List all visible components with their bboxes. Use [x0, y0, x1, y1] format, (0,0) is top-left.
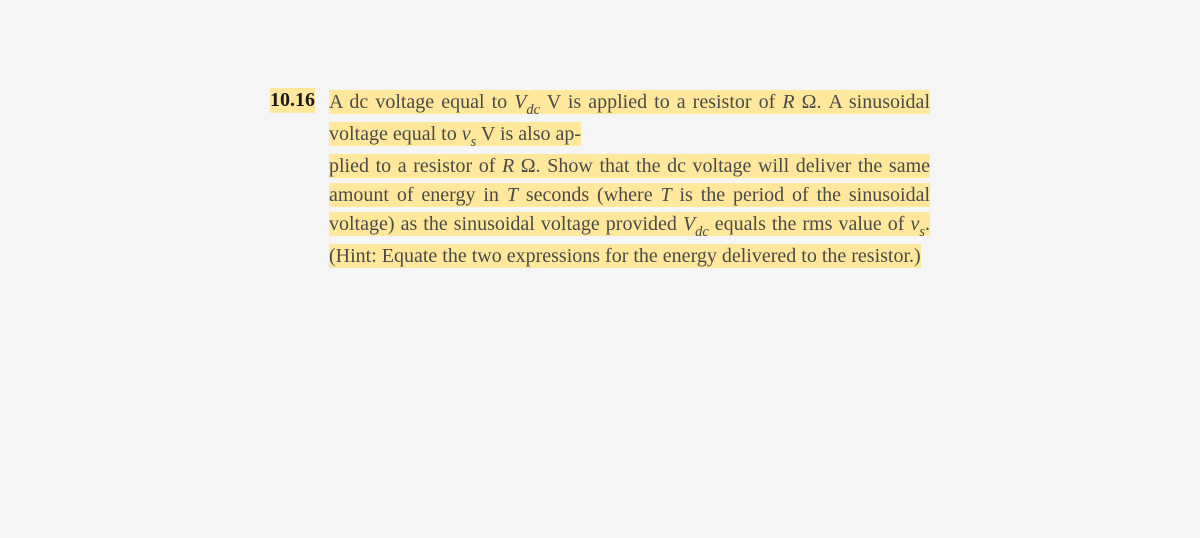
var-subscript: dc — [526, 102, 540, 118]
problem-text: A dc voltage equal to Vdc V is applied t… — [329, 88, 930, 271]
text-part: plied to a resistor of — [329, 155, 502, 177]
variable-vs: vs — [911, 213, 926, 235]
text-part: seconds (where — [518, 184, 661, 206]
var-letter: V — [514, 91, 526, 113]
var-letter: V — [683, 213, 695, 235]
variable-t: T — [507, 184, 518, 206]
text-part: A dc voltage equal to — [329, 91, 514, 113]
text-part: V is applied to a resistor of — [540, 91, 782, 113]
problem-number: 10.16 — [270, 88, 315, 113]
variable-r: R — [782, 91, 794, 113]
var-subscript: dc — [695, 224, 709, 240]
text-segment: A dc voltage equal to Vdc V is applied t… — [329, 90, 930, 146]
variable-r: R — [502, 155, 514, 177]
problem-block: 10.16 A dc voltage equal to Vdc V is app… — [270, 88, 930, 271]
text-part: equals the rms value of — [709, 213, 911, 235]
problem-container: 10.16 A dc voltage equal to Vdc V is app… — [270, 88, 930, 271]
var-subscript: s — [919, 224, 925, 240]
var-letter: v — [462, 123, 471, 145]
text-segment: plied to a resistor of R Ω. Show that th… — [329, 154, 930, 268]
variable-v: Vdc — [683, 213, 709, 235]
variable-t: T — [660, 184, 671, 206]
variable-vs: vs — [462, 123, 477, 145]
var-subscript: s — [471, 134, 477, 150]
text-part: V is also ap- — [476, 123, 581, 145]
variable-v: Vdc — [514, 91, 540, 113]
